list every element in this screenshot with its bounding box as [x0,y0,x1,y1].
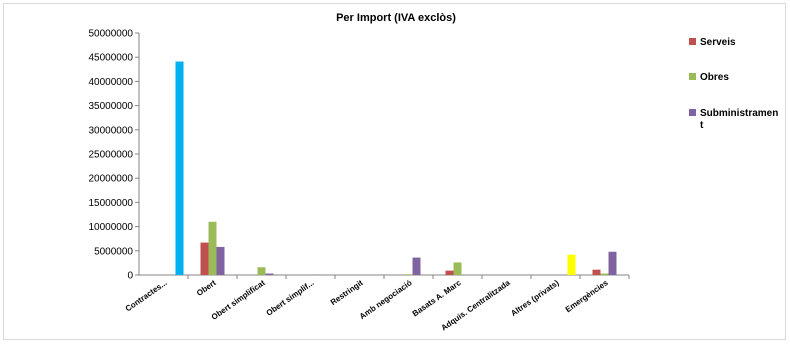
legend-swatch [689,109,696,116]
y-tick-label: 35000000 [89,101,134,112]
bar-serveis [592,269,601,275]
chart-frame: Per Import (IVA exclòs) 0 5000000 10000000… [3,3,786,340]
y-tick-label: 45000000 [89,53,134,64]
y-axis: 0 5000000 10000000 15000000 20000000 25000000… [89,29,140,282]
bar-subministrament [265,273,274,275]
y-tick-label: 15000000 [89,198,134,209]
bar-serveis [445,270,454,275]
y-tick-label: 50000000 [89,29,134,40]
bar-obres [600,273,609,275]
bar-obres [404,274,413,275]
bar-obres [453,262,462,275]
y-tick-label: 0 [127,271,133,282]
x-tick-label: Altres (privats) [509,278,561,318]
y-tick-label: 40000000 [89,77,134,88]
x-tick-label: Amb negociació [358,278,414,321]
legend: Serveis Obres Subministramen t [689,37,778,131]
chart-title: Per Import (IVA exclòs) [336,12,456,24]
bar-extra [175,61,184,275]
x-tick-label: Emergències [564,278,610,314]
bars [175,61,617,275]
legend-label: Serveis [700,37,736,48]
x-tick-label: Restringit [329,278,365,307]
y-tick-label: 5000000 [94,246,133,257]
y-tick-label: 25000000 [89,150,134,161]
bar-obres [257,267,266,275]
legend-label: Subministramen t [700,108,778,131]
bar-chart: Per Import (IVA exclòs) 0 5000000 10000000… [89,12,779,333]
x-tick-label: Obert [195,278,218,298]
bar-subministrament [412,257,421,275]
x-tick-label: Obert simplificat [210,278,267,322]
bar-extra [567,254,576,275]
y-tick-label: 30000000 [89,125,134,136]
legend-swatch [689,38,696,45]
y-tick-label: 10000000 [89,222,134,233]
legend-label: Obres [700,72,729,83]
bar-serveis [200,242,209,275]
x-tick-label: Contractes... [124,278,169,313]
y-tick-label: 20000000 [89,174,134,185]
bar-subministrament [216,246,225,275]
legend-swatch [689,73,696,80]
bar-obres [208,221,217,275]
x-tick-label: Basats A. Marc [411,278,463,318]
x-tick-label: Obert simplif... [265,278,316,318]
bar-subministrament [608,251,617,275]
